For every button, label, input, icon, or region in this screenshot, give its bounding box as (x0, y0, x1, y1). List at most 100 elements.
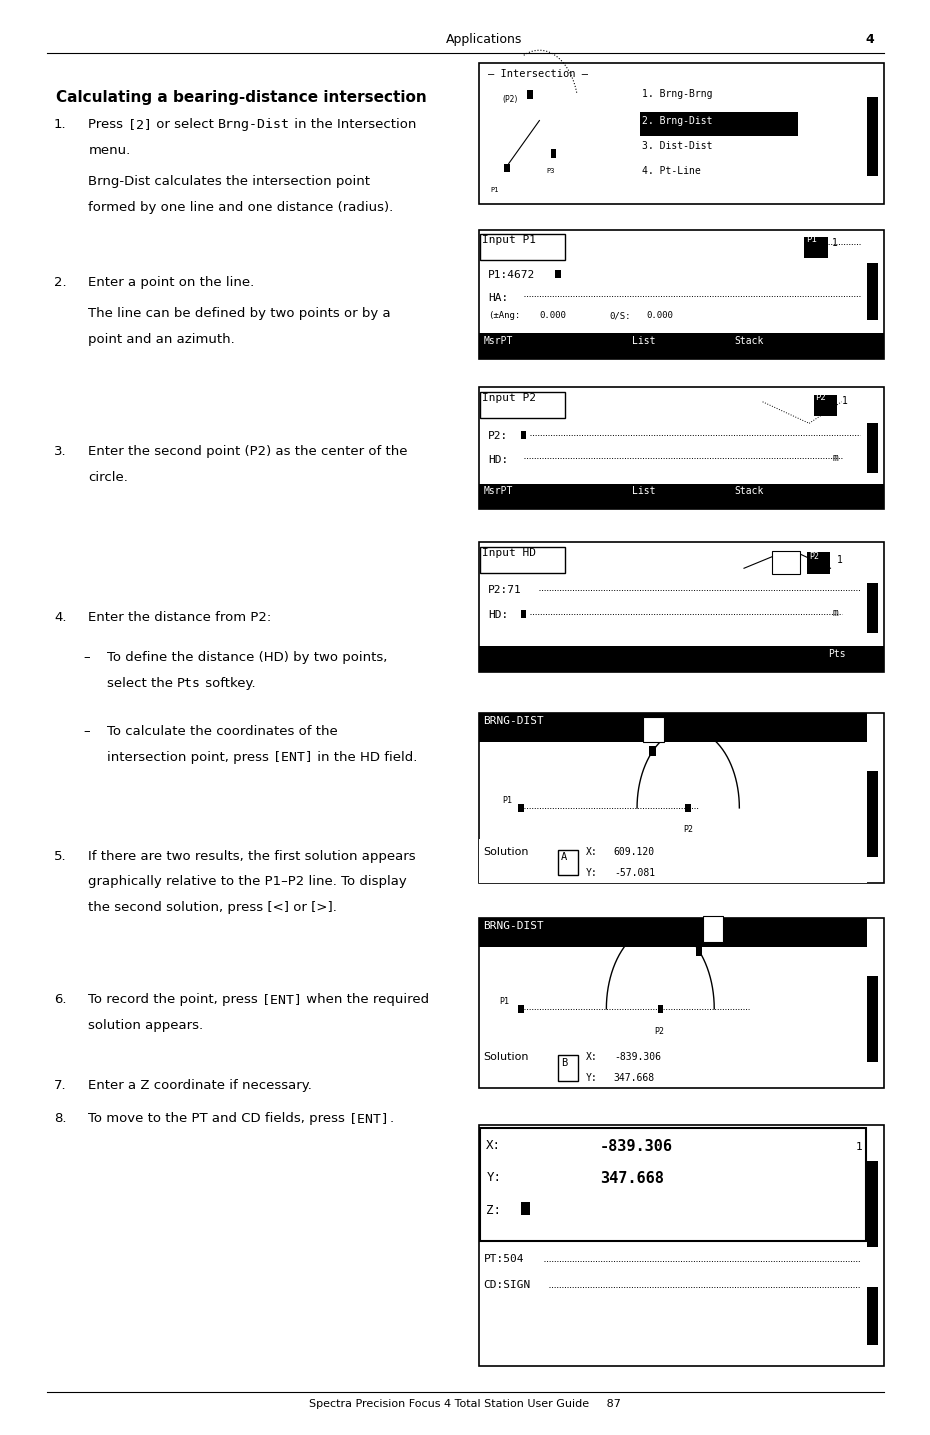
Text: 1.: 1. (54, 118, 67, 131)
Bar (658, 1004, 663, 1013)
Text: in the HD field.: in the HD field. (313, 751, 418, 763)
Text: B: B (561, 1058, 567, 1068)
Bar (479, 839, 867, 883)
Text: List: List (632, 486, 656, 497)
Bar (479, 713, 867, 742)
Bar (522, 1201, 530, 1214)
Bar (479, 713, 884, 883)
Text: Press: Press (88, 118, 127, 131)
Text: BRNG-DIST: BRNG-DIST (484, 716, 544, 726)
Text: m: m (832, 453, 838, 464)
Text: Y:: Y: (486, 1171, 501, 1184)
Text: 4: 4 (866, 33, 874, 46)
Bar (685, 804, 691, 812)
Text: Brng-Dist calculates the intersection point: Brng-Dist calculates the intersection po… (88, 175, 370, 188)
Text: To calculate the coordinates of the: To calculate the coordinates of the (107, 725, 338, 738)
Text: Pts: Pts (828, 649, 845, 659)
Text: point and an azimuth.: point and an azimuth. (88, 333, 235, 346)
Text: solution appears.: solution appears. (88, 1019, 204, 1032)
Text: graphically relative to the P1–P2 line. To display: graphically relative to the P1–P2 line. … (88, 875, 407, 888)
Text: HD:: HD: (488, 455, 509, 465)
Text: To record the point, press: To record the point, press (88, 993, 262, 1006)
Text: List: List (632, 336, 656, 346)
Bar (867, 1287, 878, 1345)
Text: Spectra Precision Focus 4 Total Station User Guide     87: Spectra Precision Focus 4 Total Station … (309, 1399, 621, 1409)
Text: 2.: 2. (54, 276, 67, 288)
Text: P2:: P2: (488, 430, 509, 441)
Text: P2: P2 (654, 1027, 664, 1036)
Text: 3.: 3. (54, 445, 67, 458)
Bar (867, 96, 878, 175)
Bar (867, 771, 878, 857)
Text: 347.668: 347.668 (614, 1073, 655, 1083)
Text: P2:71: P2:71 (488, 585, 522, 596)
Text: — Intersection —: — Intersection — (488, 69, 589, 79)
Text: Enter the second point (P2) as the center of the: Enter the second point (P2) as the cente… (88, 445, 408, 458)
Text: 3. Dist-Dist: 3. Dist-Dist (642, 141, 712, 151)
Text: P1: P1 (502, 796, 512, 805)
Bar (479, 230, 884, 359)
Bar (479, 387, 884, 509)
Text: 2. Brng-Dist: 2. Brng-Dist (642, 116, 712, 126)
Text: 1. Brng-Brng: 1. Brng-Brng (642, 89, 712, 99)
Bar (479, 1125, 884, 1366)
Bar (640, 112, 798, 136)
Bar (696, 946, 702, 956)
Text: [ENT]: [ENT] (262, 993, 302, 1006)
Bar (807, 552, 830, 574)
Bar (504, 164, 510, 172)
FancyBboxPatch shape (480, 234, 565, 260)
Text: P2: P2 (684, 825, 694, 834)
Text: 1: 1 (832, 238, 838, 248)
Text: the second solution, press [<] or [>].: the second solution, press [<] or [>]. (88, 901, 338, 914)
Bar (551, 149, 556, 158)
Bar (867, 976, 878, 1062)
Text: -57.081: -57.081 (614, 868, 655, 878)
Bar (479, 63, 884, 204)
Text: 0.000: 0.000 (646, 311, 673, 320)
Text: formed by one line and one distance (radius).: formed by one line and one distance (rad… (88, 201, 393, 214)
Text: Input P1: Input P1 (482, 235, 536, 245)
Text: (P2): (P2) (502, 95, 518, 103)
Text: The line can be defined by two points or by a: The line can be defined by two points or… (88, 307, 391, 320)
Text: 4.: 4. (54, 611, 66, 624)
Text: A: A (561, 852, 567, 862)
Bar (814, 395, 837, 416)
Text: To move to the PT and CD fields, press: To move to the PT and CD fields, press (88, 1112, 350, 1125)
FancyBboxPatch shape (558, 1055, 578, 1081)
Text: 5.: 5. (54, 850, 67, 862)
Text: X:: X: (486, 1139, 501, 1152)
Text: B: B (707, 918, 712, 928)
Text: 1: 1 (842, 396, 847, 406)
Text: HA:: HA: (488, 293, 509, 303)
FancyBboxPatch shape (772, 551, 800, 574)
FancyBboxPatch shape (703, 916, 724, 941)
FancyBboxPatch shape (558, 850, 578, 875)
Text: 6.: 6. (54, 993, 66, 1006)
Text: select the: select the (107, 677, 178, 690)
Text: 1: 1 (856, 1142, 862, 1152)
Bar (804, 237, 828, 258)
Text: –: – (84, 725, 90, 738)
Text: [ENT]: [ENT] (273, 751, 313, 763)
Bar (479, 333, 884, 359)
Text: P1: P1 (490, 187, 498, 192)
FancyBboxPatch shape (480, 392, 565, 418)
Text: m: m (832, 608, 838, 618)
Text: 609.120: 609.120 (614, 847, 655, 857)
Bar (521, 430, 526, 439)
Text: 0.000: 0.000 (539, 311, 566, 320)
Bar (479, 918, 867, 947)
Bar (867, 1161, 878, 1247)
Text: in the Intersection: in the Intersection (290, 118, 416, 131)
Text: .: . (390, 1112, 393, 1125)
Text: [ENT]: [ENT] (350, 1112, 390, 1125)
Bar (479, 542, 884, 672)
Text: P2: P2 (816, 393, 827, 402)
Text: PT:504: PT:504 (484, 1254, 525, 1264)
Text: or select: or select (152, 118, 218, 131)
Text: Stack: Stack (735, 486, 764, 497)
Text: 347.668: 347.668 (600, 1171, 664, 1185)
Text: softkey.: softkey. (201, 677, 256, 690)
Text: To define the distance (HD) by two points,: To define the distance (HD) by two point… (107, 651, 387, 664)
